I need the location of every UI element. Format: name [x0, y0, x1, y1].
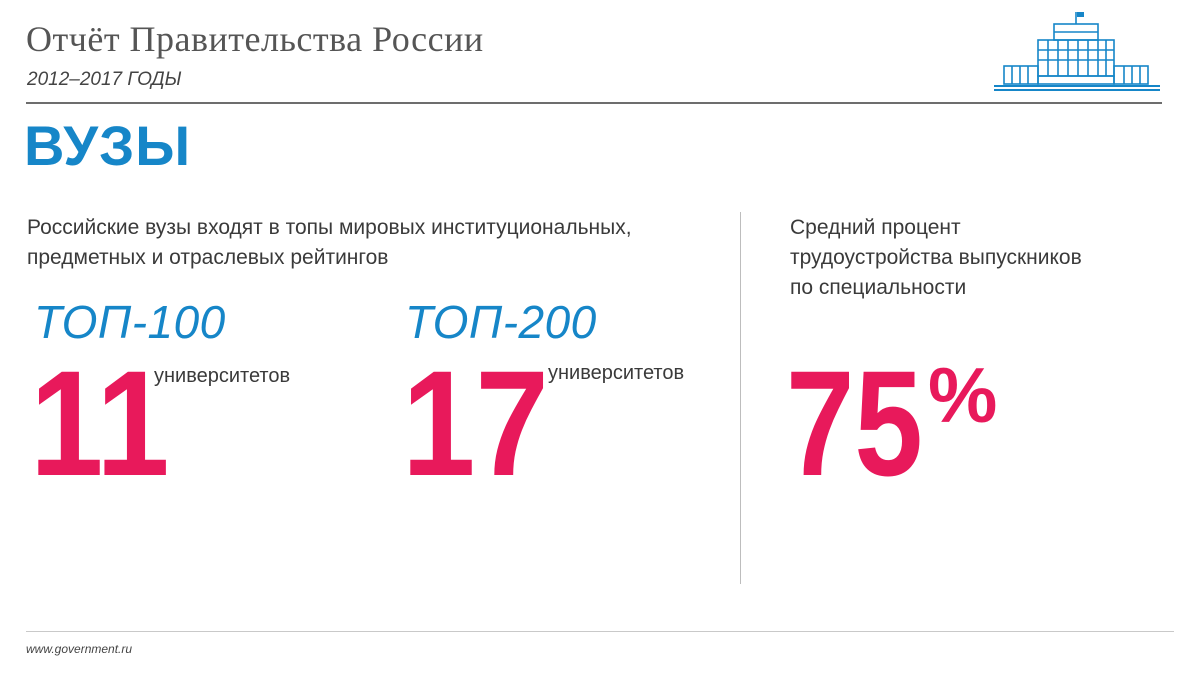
top100-label: ТОП-100: [34, 296, 226, 348]
employment-intro-line: по специальности: [790, 276, 967, 299]
top100-unit: университетов: [154, 365, 291, 387]
rankings-intro: Российские вузы входят в топы мировых ин…: [27, 213, 727, 273]
employment-intro-line: Средний процент: [790, 216, 961, 239]
top200-label: ТОП-200: [405, 296, 597, 348]
rankings-intro-line: Российские вузы входят в топы мировых ин…: [27, 216, 632, 239]
employment-intro-line: трудоустройства выпускников: [790, 246, 1082, 269]
top100-count: 11: [30, 339, 170, 507]
government-house-icon: [994, 12, 1160, 91]
report-title: Отчёт Правительства России: [26, 19, 484, 59]
rankings-intro-line: предметных и отраслевых рейтингов: [27, 246, 389, 269]
top200-count: 17: [402, 339, 549, 507]
section-title: ВУЗЫ: [24, 114, 192, 177]
footer-divider: [26, 631, 1174, 632]
column-divider: [740, 212, 741, 584]
employment-intro: Средний процент трудоустройства выпускни…: [790, 213, 1170, 303]
top200-unit: университетов: [548, 362, 685, 384]
percent-sign: %: [928, 351, 998, 439]
footer-url: www.government.ru: [26, 642, 133, 656]
report-period: 2012–2017 ГОДЫ: [27, 69, 182, 90]
employment-percent-value: 75: [786, 339, 923, 507]
header-divider: [26, 102, 1162, 104]
